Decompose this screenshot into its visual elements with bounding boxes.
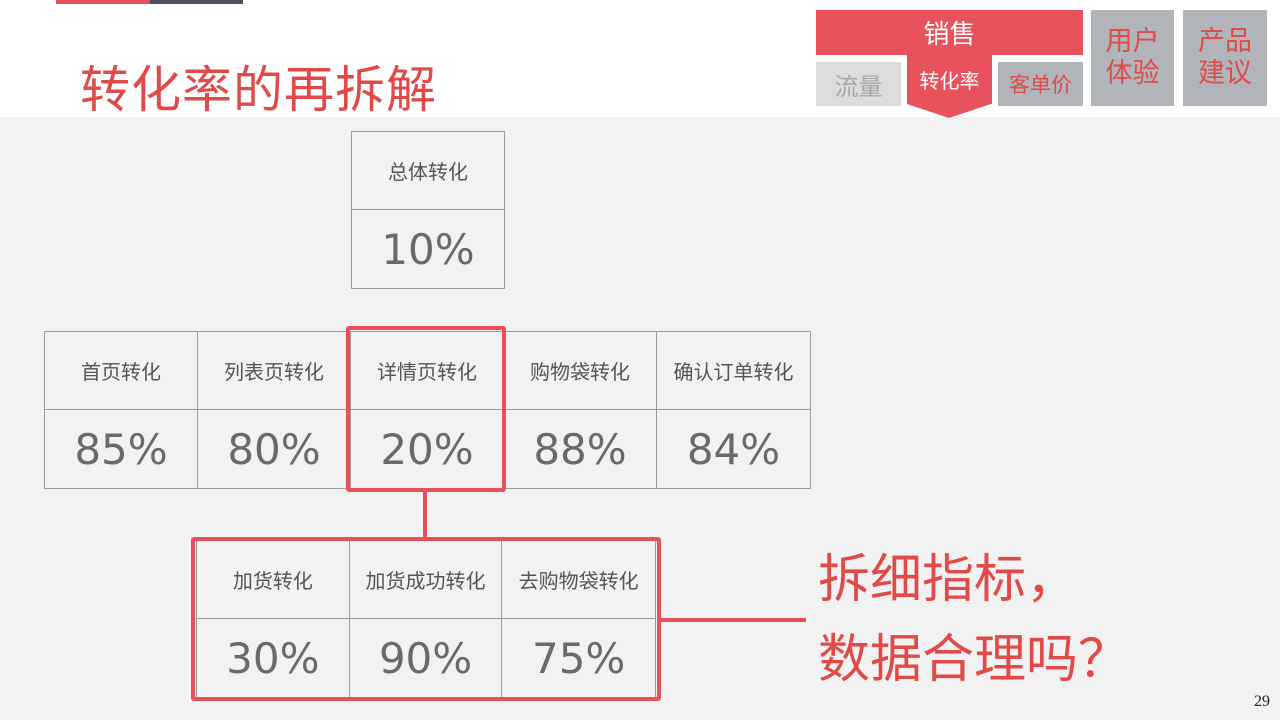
nav-traffic[interactable]: 流量 <box>816 62 901 106</box>
metric-value: 10% <box>381 224 475 274</box>
funnel-table: 首页转化 85% 列表页转化 80% 详情页转化 20% 购物袋转化 88% 确… <box>44 331 811 489</box>
highlight-breakdown <box>191 537 661 701</box>
metric-value: 75% <box>531 633 626 683</box>
nav-conversion[interactable]: 转化率 <box>907 55 992 104</box>
page-number: 29 <box>1254 693 1270 710</box>
metric-value: 85% <box>45 410 198 488</box>
metric-label: 首页转化 <box>45 332 198 410</box>
metric-value: 20% <box>351 410 504 488</box>
metric-label: 加货转化 <box>197 541 350 619</box>
metric-label: 加货成功转化 <box>349 541 503 619</box>
page-title: 转化率的再拆解 <box>80 61 437 119</box>
note-line1: 拆细指标， <box>818 550 1079 610</box>
metric-label: 总体转化 <box>352 132 504 210</box>
metric-value: 90% <box>350 619 503 697</box>
active-arrow <box>907 104 991 118</box>
connector-line <box>661 618 806 622</box>
metric-value: 88% <box>504 410 657 488</box>
nav-aov[interactable]: 客单价 <box>998 62 1083 106</box>
metric-label: 列表页转化 <box>198 332 351 410</box>
metric-value: 84% <box>686 424 781 474</box>
metric-label: 购物袋转化 <box>504 332 657 410</box>
highlight-detail-page <box>346 326 506 492</box>
metric-value: 30% <box>197 619 350 697</box>
top-dark-bar <box>150 0 243 4</box>
nav-sales[interactable]: 销售 <box>816 10 1083 55</box>
top-accent-bar <box>56 0 150 4</box>
connector-line <box>423 492 427 537</box>
nav-ux[interactable]: 用户体验 <box>1091 10 1174 106</box>
metric-value: 80% <box>198 410 351 488</box>
metric-label: 确认订单转化 <box>657 332 810 410</box>
nav-advice[interactable]: 产品建议 <box>1183 10 1267 106</box>
metric-label: 去购物袋转化 <box>502 541 655 619</box>
note-line2: 数据合理吗？ <box>818 630 1131 690</box>
overall-conversion-box: 总体转化 10% <box>351 131 505 289</box>
